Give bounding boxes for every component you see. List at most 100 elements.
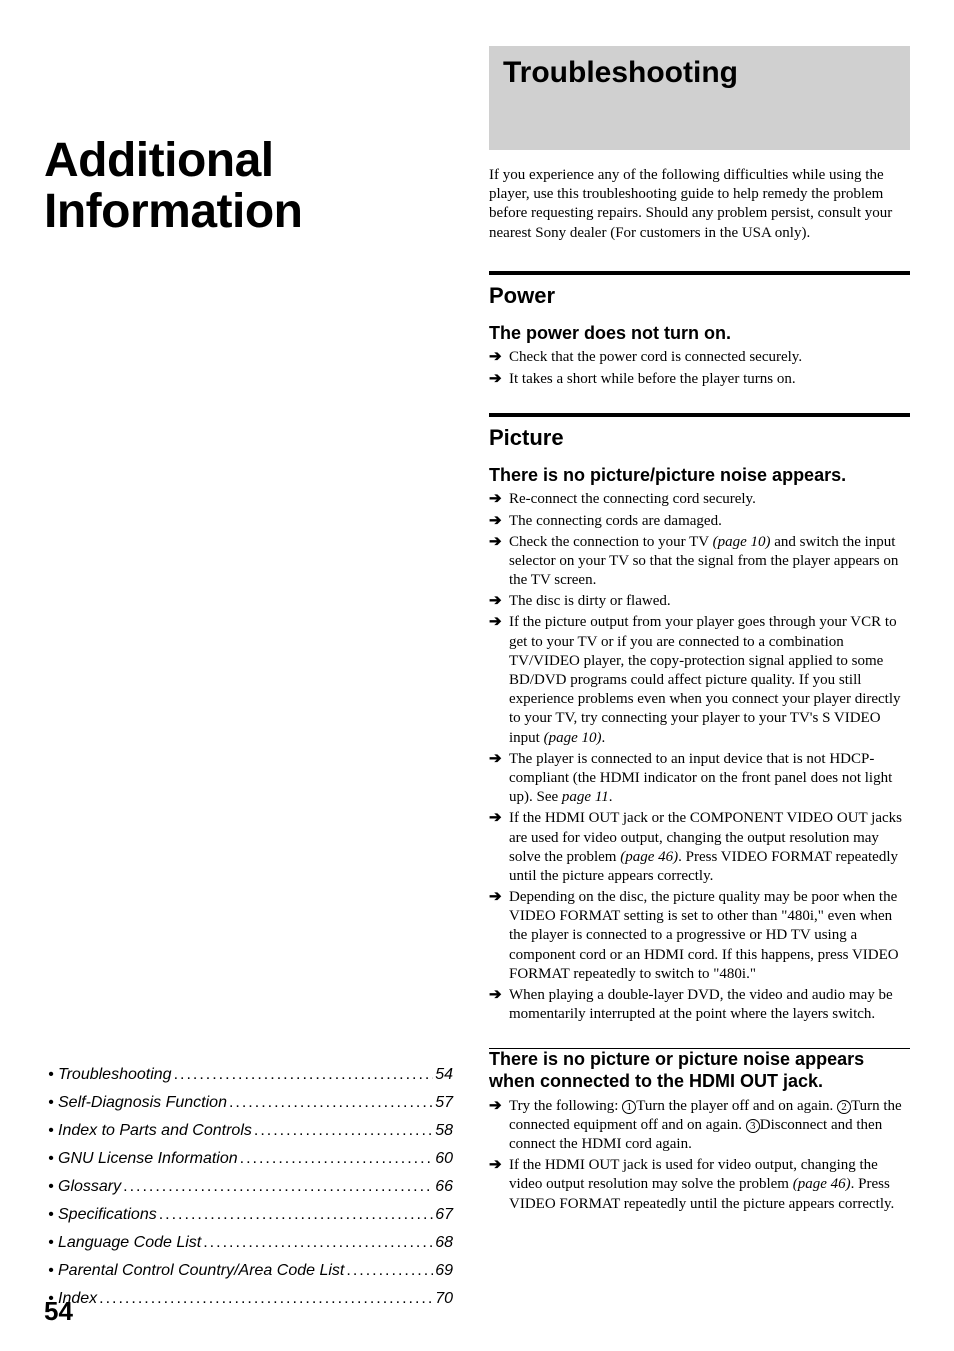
toc-label: Parental Control Country/Area Code List bbox=[58, 1262, 344, 1280]
toc-row: •Parental Control Country/Area Code List… bbox=[44, 1257, 453, 1285]
solution-bullet: ➔It takes a short while before the playe… bbox=[489, 370, 910, 389]
solution-bullet: ➔If the HDMI OUT jack or the COMPONENT V… bbox=[489, 809, 910, 886]
toc-label: Index to Parts and Controls bbox=[58, 1122, 252, 1140]
toc-bullet: • bbox=[44, 1206, 58, 1224]
problem-title: The power does not turn on. bbox=[489, 323, 910, 345]
right-column: Troubleshooting If you experience any of… bbox=[477, 40, 910, 1321]
solution-text: Check that the power cord is connected s… bbox=[509, 348, 910, 367]
section-title: Power bbox=[489, 283, 910, 309]
toc-label: Self-Diagnosis Function bbox=[58, 1094, 227, 1112]
page-reference: (page 10) bbox=[544, 730, 602, 746]
solution-text: It takes a short while before the player… bbox=[509, 370, 910, 389]
toc-bullet: • bbox=[44, 1150, 58, 1168]
toc-bullet: • bbox=[44, 1234, 58, 1252]
solution-text: If the HDMI OUT jack is used for video o… bbox=[509, 1156, 910, 1214]
arrow-icon: ➔ bbox=[489, 986, 509, 1024]
toc-row: •Language Code List 68 bbox=[44, 1229, 453, 1257]
solution-text: Re-connect the connecting cord securely. bbox=[509, 490, 910, 509]
toc-dots bbox=[346, 1262, 433, 1280]
solution-bullet: ➔Check that the power cord is connected … bbox=[489, 348, 910, 367]
toc-row: •Troubleshooting 54 bbox=[44, 1061, 453, 1089]
toc-row: •Index70 bbox=[44, 1285, 453, 1313]
toc-row: •Self-Diagnosis Function 57 bbox=[44, 1089, 453, 1117]
solution-text: The player is connected to an input devi… bbox=[509, 750, 910, 808]
chapter-title-line2: Information bbox=[44, 185, 302, 238]
arrow-icon: ➔ bbox=[489, 1097, 509, 1155]
arrow-icon: ➔ bbox=[489, 370, 509, 389]
toc-row: •Glossary 66 bbox=[44, 1173, 453, 1201]
toc-dots bbox=[174, 1066, 434, 1084]
toc-page: 67 bbox=[435, 1206, 453, 1224]
chapter-title: Additional Information bbox=[44, 136, 453, 238]
problem-title: There is no picture or picture noise app… bbox=[489, 1049, 910, 1092]
page-number: 54 bbox=[44, 1296, 73, 1327]
arrow-icon: ➔ bbox=[489, 888, 509, 984]
solution-bullet: ➔If the picture output from your player … bbox=[489, 613, 910, 747]
toc-bullet: • bbox=[44, 1066, 58, 1084]
solution-bullet: ➔Re-connect the connecting cord securely… bbox=[489, 490, 910, 509]
arrow-icon: ➔ bbox=[489, 512, 509, 531]
arrow-icon: ➔ bbox=[489, 348, 509, 367]
toc-page: 58 bbox=[435, 1122, 453, 1140]
toc-row: •GNU License Information60 bbox=[44, 1145, 453, 1173]
toc-label: Glossary bbox=[58, 1178, 121, 1196]
arrow-icon: ➔ bbox=[489, 490, 509, 509]
toc-dots bbox=[254, 1122, 433, 1140]
toc-page: 66 bbox=[435, 1178, 453, 1196]
page-reference: (page 10) bbox=[713, 534, 771, 550]
section-title: Picture bbox=[489, 425, 910, 451]
toc-page: 54 bbox=[435, 1066, 453, 1084]
toc-page: 68 bbox=[435, 1234, 453, 1252]
section-banner: Troubleshooting bbox=[489, 46, 910, 150]
toc-row: •Specifications 67 bbox=[44, 1201, 453, 1229]
toc-page: 60 bbox=[435, 1150, 453, 1168]
solution-text: Check the connection to your TV (page 10… bbox=[509, 533, 910, 591]
troubleshoot-section: PictureThere is no picture/picture noise… bbox=[489, 413, 910, 1025]
toc-dots bbox=[203, 1234, 433, 1252]
toc-bullet: • bbox=[44, 1178, 58, 1196]
toc-bullet: • bbox=[44, 1262, 58, 1280]
arrow-icon: ➔ bbox=[489, 809, 509, 886]
toc-row: •Index to Parts and Controls 58 bbox=[44, 1117, 453, 1145]
intro-paragraph: If you experience any of the following d… bbox=[489, 166, 910, 243]
toc-page: 69 bbox=[435, 1262, 453, 1280]
toc-label: Troubleshooting bbox=[58, 1066, 172, 1084]
solution-text: The connecting cords are damaged. bbox=[509, 512, 910, 531]
solution-bullet: ➔Try the following: 1Turn the player off… bbox=[489, 1097, 910, 1155]
solution-text: The disc is dirty or flawed. bbox=[509, 592, 910, 611]
arrow-icon: ➔ bbox=[489, 592, 509, 611]
toc-dots bbox=[240, 1150, 434, 1168]
solution-text: Depending on the disc, the picture quali… bbox=[509, 888, 910, 984]
chapter-title-line1: Additional bbox=[44, 134, 274, 187]
solution-text: When playing a double-layer DVD, the vid… bbox=[509, 986, 910, 1024]
troubleshoot-section: Power The power does not turn on. ➔Check t… bbox=[489, 271, 910, 389]
arrow-icon: ➔ bbox=[489, 613, 509, 747]
arrow-icon: ➔ bbox=[489, 1156, 509, 1214]
page-reference: page 11 bbox=[562, 789, 609, 805]
page-reference: (page 46) bbox=[793, 1176, 851, 1192]
solution-bullet: ➔If the HDMI OUT jack is used for video … bbox=[489, 1156, 910, 1214]
left-column: Additional Information •Troubleshooting5… bbox=[44, 40, 477, 1321]
solution-bullet: ➔The player is connected to an input dev… bbox=[489, 750, 910, 808]
toc-dots bbox=[229, 1094, 433, 1112]
toc-dots bbox=[99, 1290, 433, 1308]
banner-title: Troubleshooting bbox=[503, 56, 896, 90]
table-of-contents: •Troubleshooting54•Self-Diagnosis Functi… bbox=[44, 1061, 453, 1313]
toc-label: Specifications bbox=[58, 1206, 157, 1224]
solution-text: If the HDMI OUT jack or the COMPONENT VI… bbox=[509, 809, 910, 886]
toc-page: 57 bbox=[435, 1094, 453, 1112]
toc-page: 70 bbox=[435, 1290, 453, 1308]
solution-bullet: ➔When playing a double-layer DVD, the vi… bbox=[489, 986, 910, 1024]
solution-bullet: ➔Depending on the disc, the picture qual… bbox=[489, 888, 910, 984]
arrow-icon: ➔ bbox=[489, 533, 509, 591]
toc-bullet: • bbox=[44, 1094, 58, 1112]
manual-page: Additional Information •Troubleshooting5… bbox=[0, 0, 954, 1351]
page-reference: (page 46) bbox=[620, 849, 678, 865]
arrow-icon: ➔ bbox=[489, 750, 509, 808]
toc-dots bbox=[123, 1178, 433, 1196]
toc-bullet: • bbox=[44, 1122, 58, 1140]
toc-dots bbox=[159, 1206, 433, 1224]
toc-label: Language Code List bbox=[58, 1234, 201, 1252]
troubleshooting-sections: PowerThe power does not turn on.➔Check t… bbox=[489, 271, 910, 1214]
troubleshoot-section: There is no picture or picture noise app… bbox=[489, 1048, 910, 1213]
